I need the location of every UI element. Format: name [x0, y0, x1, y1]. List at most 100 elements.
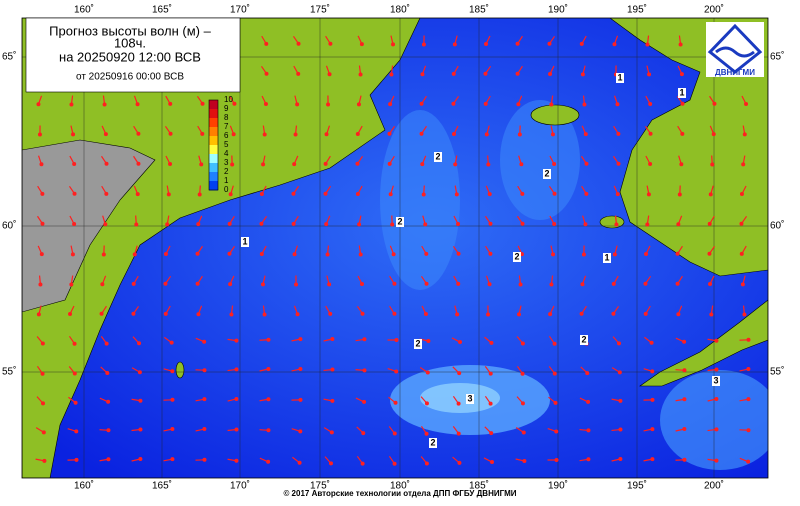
contour-label: 2 [581, 334, 586, 344]
wave-arrow-head [164, 282, 167, 285]
wave-arrow-head [325, 133, 328, 136]
contour-label: 1 [617, 72, 622, 82]
wave-arrow-head [196, 282, 199, 285]
wave-arrow-head [615, 223, 618, 226]
wave-arrow-head [742, 163, 745, 166]
wave-arrow-head [73, 163, 76, 166]
wave-arrow-head [484, 72, 487, 75]
wave-arrow-head [100, 312, 103, 315]
colorbar-tick-label: 3 [224, 158, 229, 167]
wave-arrow-head [519, 283, 522, 286]
wave-arrow-head [169, 103, 172, 106]
wave-arrow-head [42, 402, 45, 405]
wave-arrow-head [40, 163, 43, 166]
wave-arrow-head [484, 102, 487, 105]
wave-arrow-head [362, 432, 365, 435]
lon-label-top: 175˚ [310, 4, 330, 16]
wave-arrow-head [613, 253, 616, 256]
wave-arrow-head [358, 103, 361, 106]
wave-arrow-head [107, 400, 110, 403]
lon-label-top: 200˚ [704, 4, 724, 16]
wave-arrow-head [331, 399, 334, 402]
wave-arrow-head [356, 193, 359, 196]
wave-arrow-head [171, 398, 174, 401]
colorbar-swatch [209, 118, 218, 128]
wave-arrow-head [389, 103, 392, 106]
wave-arrow-head [425, 432, 428, 435]
colorbar-tick-label: 2 [224, 167, 229, 176]
wave-arrow-head [41, 342, 44, 345]
wave-arrow-head [490, 432, 493, 435]
title-line: на 20250920 12:00 ВСВ [59, 49, 201, 64]
wave-arrow-head [198, 193, 201, 196]
colorbar-tick-label: 0 [224, 185, 229, 194]
wave-arrow-head [39, 283, 42, 286]
wave-arrow-head [325, 223, 328, 226]
wave-arrow-head [747, 368, 750, 371]
wave-arrow-head [330, 431, 333, 434]
wave-arrow-head [646, 43, 649, 46]
wave-arrow-head [262, 283, 265, 286]
colorbar-tick-label: 5 [224, 140, 229, 149]
wave-arrow-head [394, 401, 397, 404]
wave-arrow-head [106, 372, 109, 375]
wave-arrow-head [228, 222, 231, 225]
wave-arrow-head [297, 73, 300, 76]
wave-arrow-head [170, 341, 173, 344]
lon-label-top: 170˚ [230, 4, 250, 16]
wave-arrow-head [41, 372, 44, 375]
wave-arrow-head [235, 339, 238, 342]
wave-arrow-head [203, 428, 206, 431]
wave-arrow-head [75, 459, 78, 462]
contour-label: 2 [397, 216, 402, 226]
colorbar-swatch [209, 181, 218, 191]
wave-arrow-head [326, 253, 329, 256]
lon-label-bottom: 180˚ [390, 480, 410, 492]
lon-label-bottom: 175˚ [310, 480, 330, 492]
wave-arrow-head [107, 429, 110, 432]
wave-arrow-head [427, 340, 430, 343]
colorbar-tick-label: 4 [224, 149, 229, 158]
wave-arrow-head [521, 372, 524, 375]
contour-label: 1 [242, 236, 247, 246]
wave-arrow-head [390, 73, 393, 76]
wave-arrow-head [166, 223, 169, 226]
wave-arrow-head [710, 313, 713, 316]
wave-arrow-head [747, 398, 750, 401]
wave-arrow-head [550, 283, 553, 286]
wave-arrow-head [356, 133, 359, 136]
wave-arrow-head [518, 313, 521, 316]
wave-arrow-head [358, 223, 361, 226]
wave-arrow-head [489, 372, 492, 375]
wave-arrow-head [747, 460, 750, 463]
wave-arrow-head [548, 42, 551, 45]
wave-arrow-head [363, 401, 366, 404]
wave-arrow-head [549, 73, 552, 76]
colorbar-tick-label: 10 [224, 95, 233, 104]
colorbar-swatch [209, 145, 218, 155]
wave-arrow-head [743, 313, 746, 316]
wave-arrow-head [329, 313, 332, 316]
wave-arrow-head [263, 133, 266, 136]
wave-arrow-head [747, 429, 750, 432]
wave-arrow-head [612, 312, 615, 315]
wave-arrow-head [327, 103, 330, 106]
wave-arrow-head [263, 313, 266, 316]
contour-label: 2 [514, 251, 519, 261]
wave-arrow-head [105, 192, 108, 195]
wave-arrow-head [260, 253, 263, 256]
wave-arrow-head [489, 252, 492, 255]
wave-arrow-head [299, 398, 302, 401]
wave-arrow-head [485, 133, 488, 136]
wave-arrow-head [424, 223, 427, 226]
wave-arrow-head [453, 43, 456, 46]
wave-arrow-head [457, 432, 460, 435]
wave-arrow-head [139, 428, 142, 431]
wave-arrow-head [741, 193, 744, 196]
wave-arrow-head [41, 192, 44, 195]
wave-arrow-head [137, 162, 140, 165]
wave-arrow-head [711, 163, 714, 166]
wave-arrow-head [676, 252, 679, 255]
wave-arrow-head [457, 252, 460, 255]
wave-arrow-head [43, 459, 46, 462]
